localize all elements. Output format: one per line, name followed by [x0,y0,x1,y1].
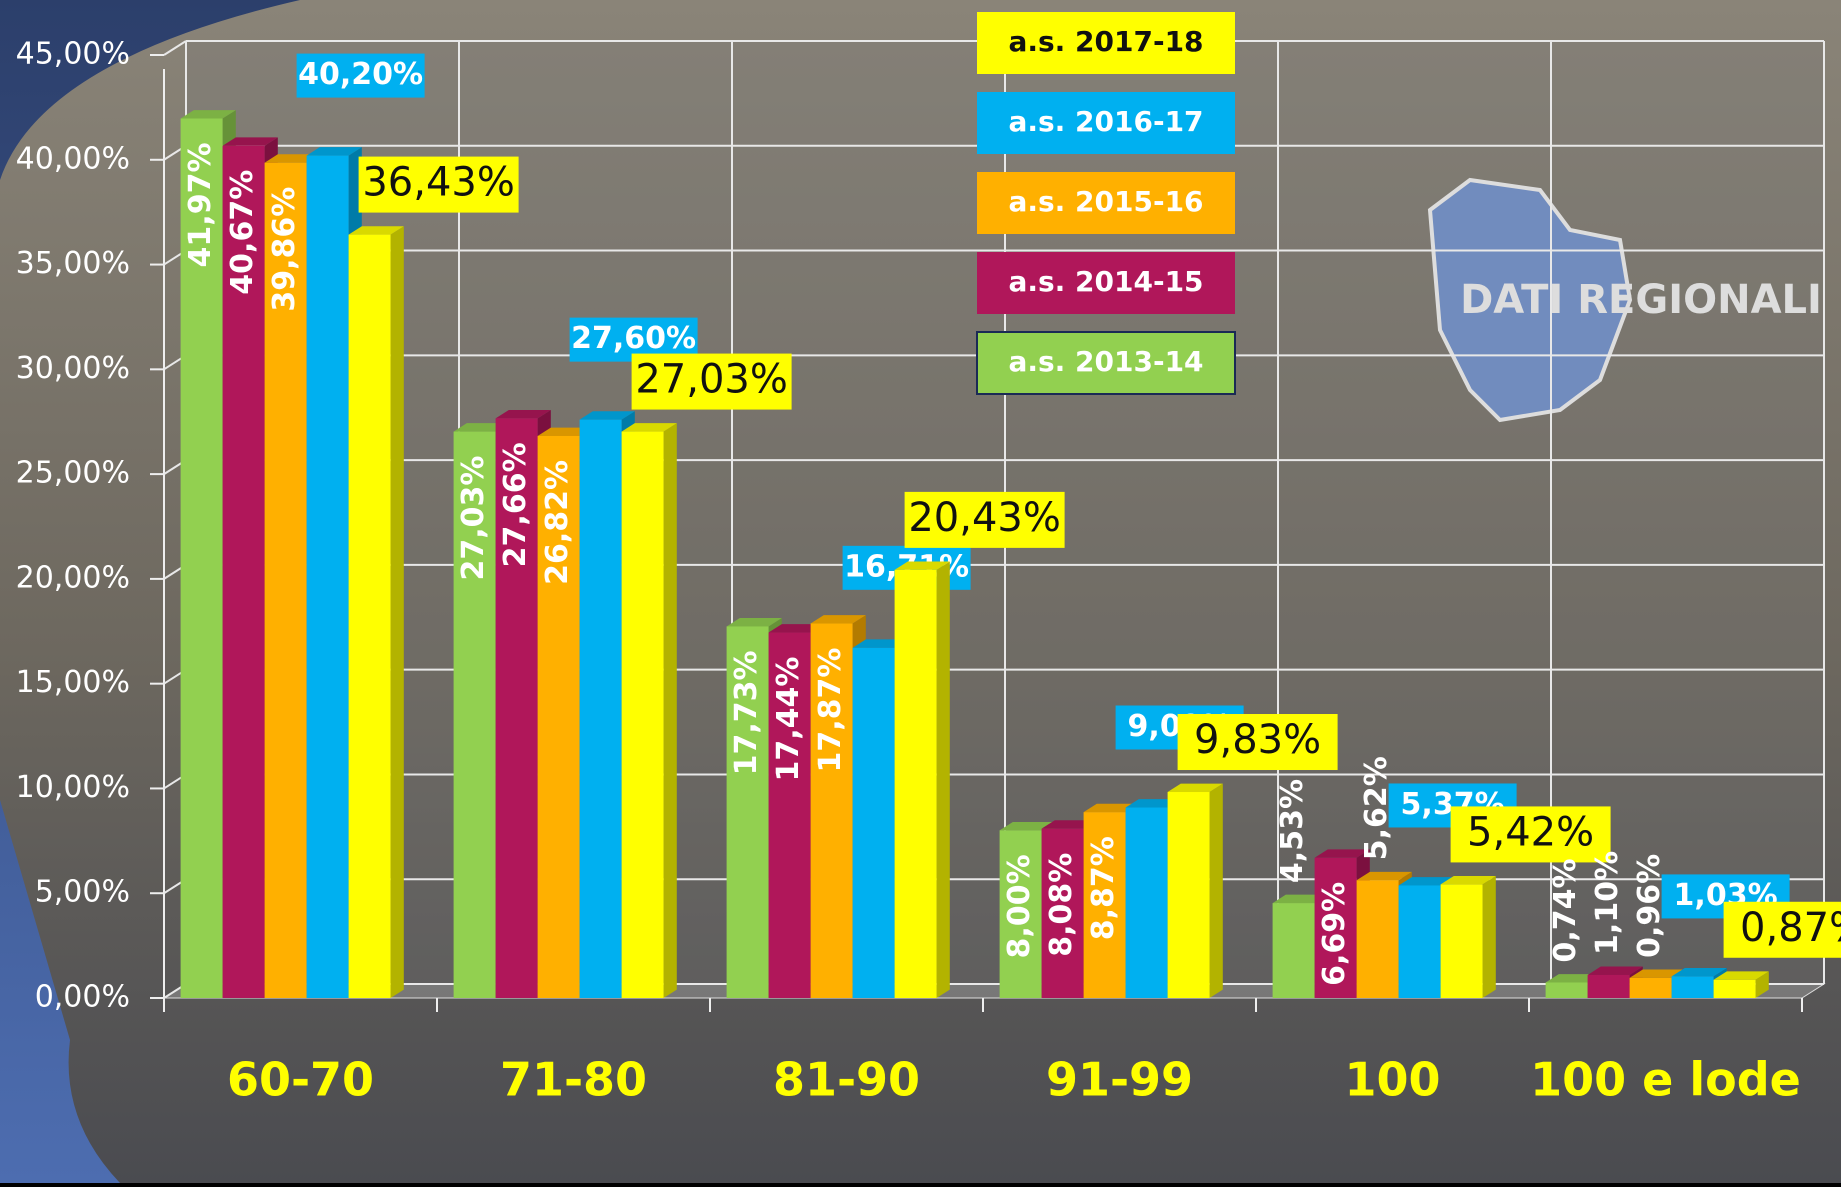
bar [1546,982,1588,998]
y-tick-label: 15,00% [16,665,130,700]
value-label: 17,87% [813,648,848,773]
value-label: 0,74% [1548,858,1583,962]
bar [1168,792,1210,998]
value-label: 1,10% [1590,851,1625,955]
bar [349,235,391,998]
value-label: 9,83% [1194,717,1321,763]
x-tick-label: 60-70 [227,1053,374,1107]
legend-label: a.s. 2017-18 [1008,25,1203,58]
x-tick-label: 91-99 [1046,1053,1193,1107]
x-tick-label: 100 e lode [1530,1053,1801,1107]
bar-side [391,226,404,998]
bar [1126,808,1168,998]
y-tick-label: 25,00% [16,456,130,491]
value-label: 40,67% [225,170,260,295]
value-label: 4,53% [1275,779,1310,883]
bar [622,432,664,998]
bar [895,570,937,998]
value-label: 27,03% [635,357,788,403]
value-label: 0,87% [1740,905,1841,951]
legend-label: a.s. 2016-17 [1008,105,1203,138]
bar [1588,975,1630,998]
bar [1630,978,1672,998]
value-label: 8,87% [1086,836,1121,940]
y-tick-label: 30,00% [16,351,130,386]
value-label: 17,73% [729,650,764,775]
plot: 0,00% 5,00% 10,00% 15,00% 20,00% 25,00% 30,00%… [16,12,1841,1107]
y-tick-label: 0,00% [35,980,130,1015]
bar [1672,976,1714,998]
value-label: 40,20% [298,57,423,92]
y-tick-label: 5,00% [35,875,130,910]
value-label: 36,43% [362,160,515,206]
value-label: 26,82% [540,460,575,585]
bar-side [937,561,950,998]
x-tick-label: 71-80 [500,1053,647,1107]
bar [580,420,622,998]
legend-label: a.s. 2015-16 [1008,185,1203,218]
value-label: 8,00% [1002,854,1037,958]
chart: DATI REGIONALI 0,00%5,00%10,00%15,00%20,… [0,0,1841,1183]
value-label: 27,60% [571,321,696,356]
value-label: 27,66% [498,442,533,567]
y-tick-label: 35,00% [16,246,130,281]
value-label: 39,86% [267,187,302,312]
value-label: 20,43% [908,495,1061,541]
legend-label: a.s. 2013-14 [1008,345,1203,378]
bar [1399,885,1441,998]
bar-side [664,423,677,998]
bar-side [1210,784,1223,998]
value-label: 27,03% [456,456,491,581]
bar [307,156,349,998]
y-tick-label: 45,00% [16,37,130,72]
y-tick-label: 20,00% [16,560,130,595]
page: DATI REGIONALI 0,00%5,00%10,00%15,00%20,… [0,0,1841,1183]
value-label: 8,08% [1044,853,1079,957]
bar [1357,880,1399,998]
y-tick-label: 10,00% [16,770,130,805]
bar [1273,903,1315,998]
value-label: 41,97% [183,142,218,267]
x-tick-label: 100 [1344,1053,1440,1107]
x-tick-label: 81-90 [773,1053,920,1107]
value-label: 17,44% [771,657,806,782]
value-label: 6,69% [1317,882,1352,986]
bar [853,648,895,998]
y-tick-label: 40,00% [16,141,130,176]
value-label: 5,42% [1467,809,1594,855]
legend-label: a.s. 2014-15 [1008,265,1203,298]
bar [1441,884,1483,998]
bar-side [1483,876,1496,998]
bar [1714,980,1756,998]
